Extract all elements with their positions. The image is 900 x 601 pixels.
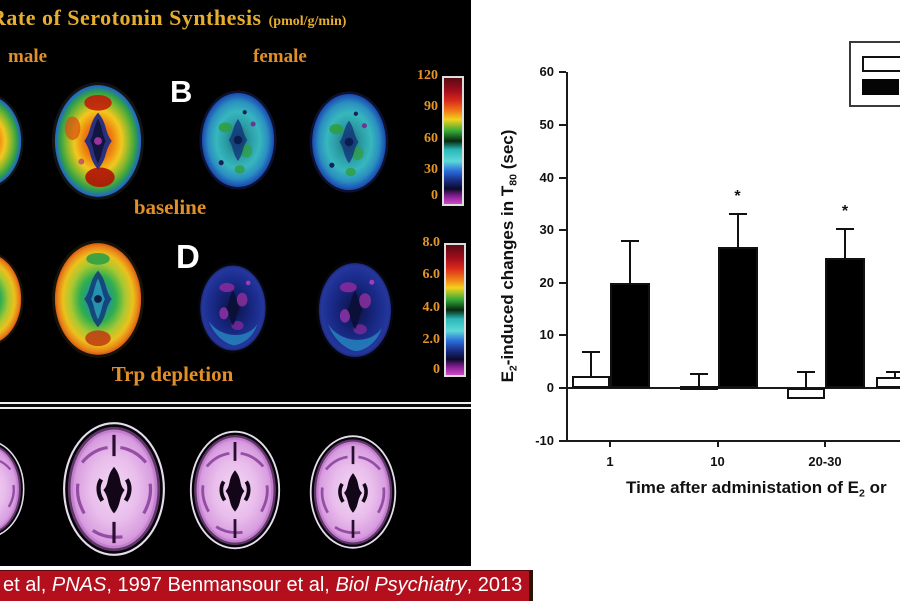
x-axis-label: Time after administation of E2 or [626,478,887,500]
colorbar-tick: 8.0 [422,235,441,250]
legend-swatch-white [862,56,900,72]
citation-text: et al, [3,574,52,596]
x-axis-label-text: or [864,478,887,497]
bar-white-1 [572,375,610,388]
bar-white-4 [876,377,900,388]
y-axis-label-text: E [498,371,517,383]
panel-title: Rate of Serotonin Synthesis (pmol/g/min) [0,5,346,31]
error-bar-line [629,240,631,283]
panel-letter-b: B [170,74,193,109]
x-tick [824,441,826,447]
y-tick-label: 30 [539,222,554,238]
x-tick-label: 20-30 [808,453,842,469]
significance-marker: * [734,188,741,206]
colorbar-tick: 4.0 [422,300,441,315]
y-tick [559,124,566,126]
y-tick [559,387,566,389]
error-bar-line [805,372,807,388]
error-bar-line [590,352,592,376]
y-axis-label-text: (sec) [498,129,517,175]
bar-white-20-30 [787,388,825,400]
colorbar-rate-scale [442,76,464,206]
x-axis-label-text: Time after administation of E [626,478,860,497]
x-axis-line [566,439,900,442]
error-bar-line [697,373,700,386]
colorbar-tick: 6.0 [422,267,441,282]
citation-journal: PNAS [51,574,107,596]
error-bar-cap [621,239,639,242]
pet-scan-panel: Rate of Serotonin Synthesis (pmol/g/min) … [0,0,471,566]
colorbar-tick: 2.0 [422,332,441,347]
y-tick-label: 20 [539,274,554,290]
bar-black-1 [610,282,650,388]
y-tick [559,176,566,179]
y-tick-label: 50 [539,117,554,132]
bar-black-20-30 [825,258,865,388]
female-column-label: female [253,46,307,67]
error-bar-line [736,214,739,248]
colorbar-tick: 0 [433,362,440,377]
y-tick-label: 60 [539,64,554,80]
y-tick [559,281,566,284]
legend-box [849,41,900,107]
y-tick [559,71,566,74]
citation-bar: et al, PNAS, 1997 Benmansour et al, Biol… [0,570,533,601]
baseline-caption: baseline [133,195,207,219]
zero-line [568,387,900,389]
citation-text: , 1997 Benmansour et al, [106,574,336,596]
y-axis-label-sub: 2 [507,365,520,372]
y-tick [559,439,566,442]
panel-title-text: Rate of Serotonin Synthesis [0,5,262,30]
panel-title-unit: (pmol/g/min) [268,14,347,29]
colorbar-depletion-scale [444,243,466,377]
error-bar-line [844,229,846,259]
y-tick-label: -10 [535,432,554,448]
x-tick-label: 1 [606,453,614,469]
error-bar-cap [797,371,815,374]
x-tick [716,441,719,447]
error-bar-cap [582,351,600,354]
colorbar-tick: 0 [431,188,438,203]
male-column-label: male [8,46,48,67]
y-axis-line [566,72,568,441]
error-bar-cap [886,371,900,374]
colorbar-tick: 60 [424,131,438,146]
colorbar-tick: 120 [417,68,438,83]
citation-text: , 2013 [466,574,523,596]
trp-depletion-caption: Trp depletion [111,362,234,386]
y-tick-label: 40 [539,169,554,185]
y-axis-label-text: -induced changes in T [498,185,517,366]
y-tick [559,229,566,232]
error-bar-cap [689,372,708,375]
error-bar-cap [728,213,747,216]
y-tick-label: 10 [539,327,554,343]
colorbar-tick: 90 [424,99,438,114]
colorbar-tick: 30 [424,162,438,177]
legend-swatch-black [862,79,899,95]
y-tick-label: 0 [546,380,554,395]
x-axis-label-sub: 2 [859,487,865,500]
error-bar-line [894,372,896,378]
bar-white-10 [679,385,718,390]
significance-marker: * [841,203,849,221]
panel-divider [0,402,471,410]
error-bar-cap [836,228,854,231]
bar-black-10 [717,247,758,388]
y-tick [559,334,566,337]
panel-letter-d: D [176,238,200,275]
x-tick-label: 10 [710,453,725,469]
citation-journal: Biol Psychiatry [335,574,467,596]
y-axis-label: E2-induced changes in T80 (sec) [498,56,522,456]
x-tick [609,441,611,447]
